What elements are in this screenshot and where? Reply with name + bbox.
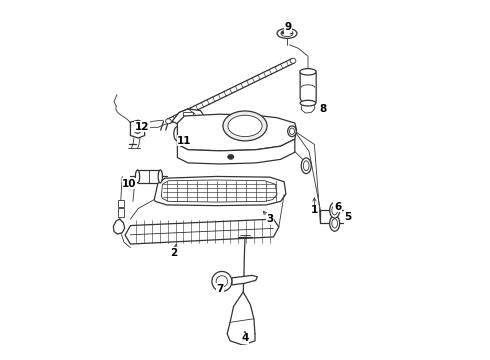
Ellipse shape [290,128,294,134]
Ellipse shape [290,31,293,34]
Polygon shape [113,219,125,234]
Polygon shape [130,120,145,138]
Ellipse shape [223,111,267,141]
Ellipse shape [158,170,163,183]
Bar [183,112,193,120]
Text: 11: 11 [177,136,192,146]
Text: 12: 12 [135,122,149,132]
Ellipse shape [300,100,316,106]
Ellipse shape [216,276,227,287]
Polygon shape [177,114,296,151]
Ellipse shape [212,271,232,291]
Ellipse shape [303,161,309,171]
Ellipse shape [227,154,234,159]
Text: 3: 3 [266,214,273,224]
Polygon shape [161,180,277,202]
Ellipse shape [228,115,262,136]
Ellipse shape [281,31,284,34]
Text: 9: 9 [284,22,291,32]
Ellipse shape [330,202,340,218]
Polygon shape [125,219,279,244]
Ellipse shape [290,58,296,63]
Ellipse shape [332,206,338,215]
Ellipse shape [134,129,141,134]
Ellipse shape [281,30,293,37]
Text: 1: 1 [311,205,318,215]
Text: 6: 6 [334,202,341,212]
Polygon shape [232,275,257,285]
Ellipse shape [301,158,311,174]
Text: 5: 5 [344,212,352,222]
Bar [118,199,124,207]
Ellipse shape [300,69,316,75]
Polygon shape [172,109,204,124]
Polygon shape [138,170,160,183]
Text: 8: 8 [319,104,327,114]
Ellipse shape [135,170,140,183]
Ellipse shape [332,219,338,228]
Text: 4: 4 [241,333,249,343]
Ellipse shape [277,28,297,39]
Text: 7: 7 [217,284,224,293]
Bar [118,208,124,217]
Polygon shape [301,104,315,113]
Text: 2: 2 [170,248,177,258]
Ellipse shape [330,216,340,231]
Polygon shape [177,139,295,164]
Polygon shape [154,176,286,206]
Polygon shape [300,71,316,105]
Text: 10: 10 [122,179,137,189]
Ellipse shape [288,126,296,136]
Ellipse shape [134,123,141,128]
Ellipse shape [166,119,171,124]
